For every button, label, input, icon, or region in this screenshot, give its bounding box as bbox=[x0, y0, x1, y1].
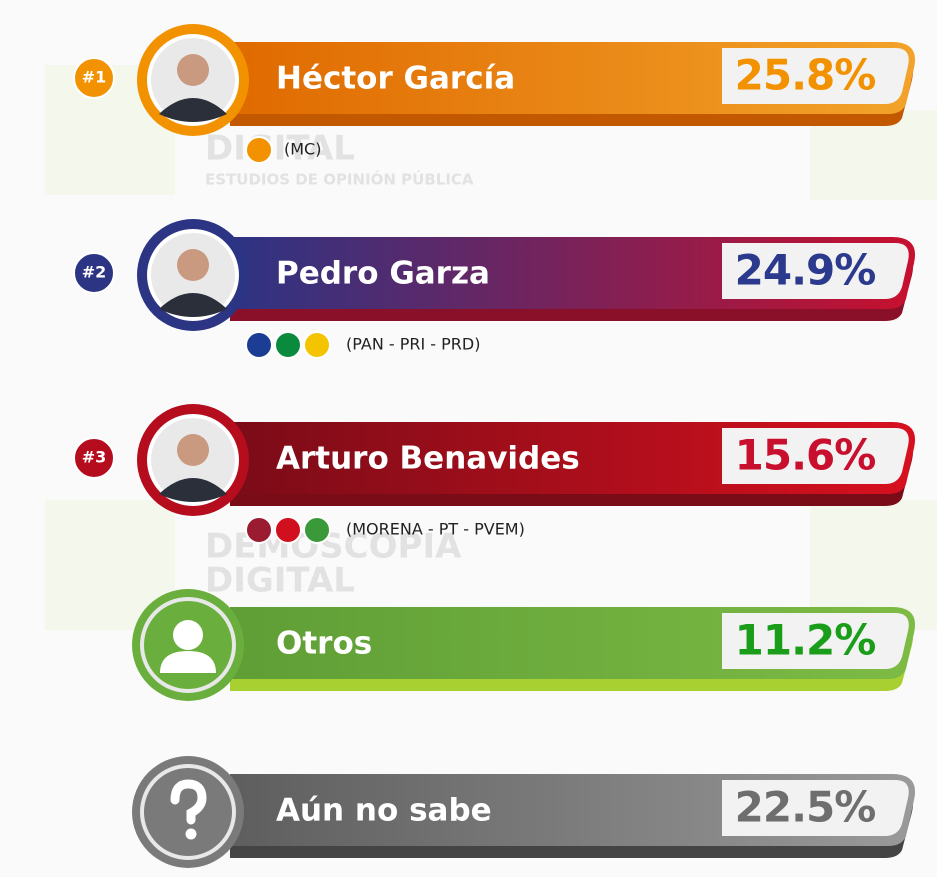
watermark-text: DIGITAL bbox=[205, 561, 355, 601]
percent-box bbox=[722, 48, 909, 104]
name: Arturo Benavides bbox=[276, 441, 580, 477]
percent: 11.2% bbox=[735, 616, 876, 665]
question-icon bbox=[170, 779, 207, 825]
percent: 22.5% bbox=[735, 783, 876, 832]
percent: 15.6% bbox=[735, 431, 876, 480]
question-dot bbox=[185, 828, 197, 840]
avatar-icon-body bbox=[160, 651, 216, 673]
rank: #2 bbox=[82, 263, 107, 282]
party-logo bbox=[245, 516, 273, 544]
party: (PAN - PRI - PRD) bbox=[346, 335, 480, 354]
row: 15.6% Arturo Benavides #3 (MORENA - PT - PV… bbox=[73, 404, 916, 544]
avatar-head bbox=[177, 54, 209, 86]
percent-box bbox=[722, 613, 909, 669]
watermark-shapes bbox=[45, 65, 937, 630]
party-logo bbox=[303, 331, 331, 359]
avatar-body bbox=[159, 478, 227, 502]
name: Otros bbox=[276, 626, 372, 662]
rank-badge bbox=[73, 57, 115, 99]
percent: 24.9% bbox=[735, 246, 876, 295]
name: Pedro Garza bbox=[276, 256, 490, 292]
rank-badge bbox=[73, 252, 115, 294]
name: Héctor García bbox=[276, 61, 515, 97]
rank: #1 bbox=[82, 68, 107, 87]
avatar-head bbox=[177, 434, 209, 466]
percent: 25.8% bbox=[735, 51, 876, 100]
row: 11.2% Otros bbox=[132, 589, 916, 701]
party-logo bbox=[303, 516, 331, 544]
name: Aún no sabe bbox=[276, 793, 492, 829]
party: (MC) bbox=[284, 140, 321, 159]
avatar-body bbox=[159, 293, 227, 317]
avatar-border bbox=[140, 597, 236, 693]
rank-badge bbox=[73, 437, 115, 479]
party-logo bbox=[245, 331, 273, 359]
row: 25.8% Héctor García #1 (MC) bbox=[73, 24, 916, 164]
avatar-head bbox=[177, 249, 209, 281]
percent-box bbox=[722, 243, 909, 299]
percent-box bbox=[722, 428, 909, 484]
party-logo bbox=[274, 331, 302, 359]
avatar-icon-head bbox=[173, 620, 203, 650]
party-logo bbox=[245, 136, 273, 164]
avatar-body bbox=[159, 98, 227, 122]
rank: #3 bbox=[82, 448, 107, 467]
watermark-text: DIGITAL bbox=[205, 129, 355, 169]
watermark-text: ESTUDIOS DE OPINIÓN PÚBLICA bbox=[205, 170, 474, 189]
row: 22.5% Aún no sabe bbox=[132, 756, 916, 868]
party: (MORENA - PT - PVEM) bbox=[346, 520, 525, 539]
party-logo bbox=[274, 516, 302, 544]
row: 24.9% Pedro Garza #2 (PAN - PRI - PRD) bbox=[73, 219, 916, 359]
percent-box bbox=[722, 780, 909, 836]
avatar-border bbox=[140, 764, 236, 860]
